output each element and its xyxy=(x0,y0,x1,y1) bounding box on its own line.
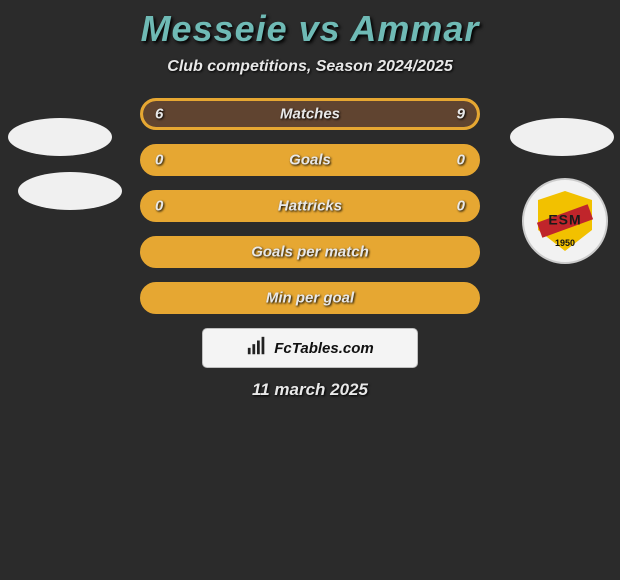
stat-value-left: 0 xyxy=(155,152,163,169)
stat-value-left: 6 xyxy=(155,106,163,123)
stat-value-left: 0 xyxy=(155,198,163,215)
footer-badge-text: FcTables.com xyxy=(274,340,373,357)
stat-label: Min per goal xyxy=(266,290,354,307)
footer-badge[interactable]: FcTables.com xyxy=(202,328,418,368)
stat-value-right: 0 xyxy=(457,198,465,215)
club-initials: ESM xyxy=(548,211,581,227)
date-label: 11 march 2025 xyxy=(0,380,620,400)
stat-row-min-per-goal: Min per goal xyxy=(140,282,480,314)
player-avatar-right-1 xyxy=(510,118,614,156)
player-avatar-left-1 xyxy=(8,118,112,156)
stat-value-right: 9 xyxy=(457,106,465,123)
club-logo: ESM 1950 xyxy=(522,178,608,264)
bar-chart-icon xyxy=(246,335,268,362)
stat-row-matches: 6 Matches 9 xyxy=(140,98,480,130)
page-title: Messeie vs Ammar xyxy=(0,8,620,50)
subtitle: Club competitions, Season 2024/2025 xyxy=(0,58,620,76)
stat-label: Hattricks xyxy=(278,198,342,215)
stat-label: Matches xyxy=(280,106,340,123)
stat-row-goals-per-match: Goals per match xyxy=(140,236,480,268)
stat-label: Goals per match xyxy=(251,244,369,261)
stat-row-hattricks: 0 Hattricks 0 xyxy=(140,190,480,222)
stat-label: Goals xyxy=(289,152,331,169)
stat-row-goals: 0 Goals 0 xyxy=(140,144,480,176)
stat-value-right: 0 xyxy=(457,152,465,169)
player-avatar-left-2 xyxy=(18,172,122,210)
club-year: 1950 xyxy=(555,238,575,248)
